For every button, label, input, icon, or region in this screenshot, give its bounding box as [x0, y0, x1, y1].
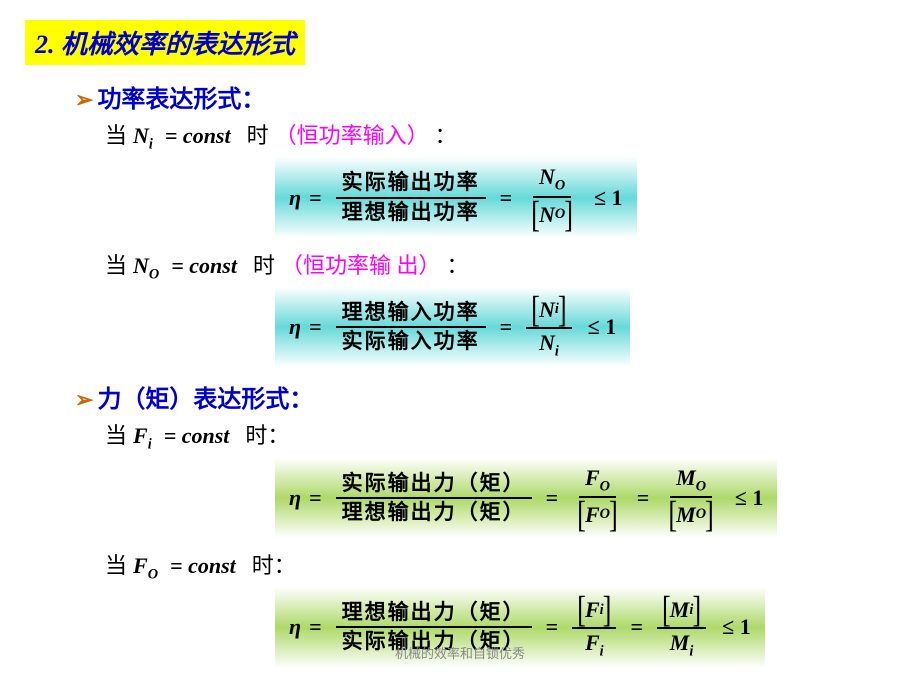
formula-box: η=实际输出功率理想输出功率=NO[NO]≤ 1: [275, 157, 637, 237]
arrow-icon: ➢: [75, 387, 93, 412]
section-title: 2. 机械效率的表达形式: [25, 20, 305, 65]
condition-line: 当 FO= const时：: [105, 548, 895, 583]
formula-box: η=实际输出力（矩）理想输出力（矩）=FO[FO]=MO[MO]≤ 1: [275, 458, 777, 538]
formula-box: η=理想输入功率实际输入功率=[Ni]Ni≤ 1: [275, 287, 630, 367]
watermark-text: 机械的效率和自锁优秀: [395, 643, 525, 662]
condition-line: 当 NO= const时（恒功率输 出）：: [105, 248, 895, 283]
sub-heading: ➢力（矩）表达形式：: [75, 379, 895, 414]
sub-heading: ➢功率表达形式：: [75, 79, 895, 114]
arrow-icon: ➢: [75, 87, 93, 112]
condition-line: 当 Ni= const时（恒功率输入）：: [105, 118, 895, 153]
condition-line: 当 Fi= const时：: [105, 418, 895, 453]
